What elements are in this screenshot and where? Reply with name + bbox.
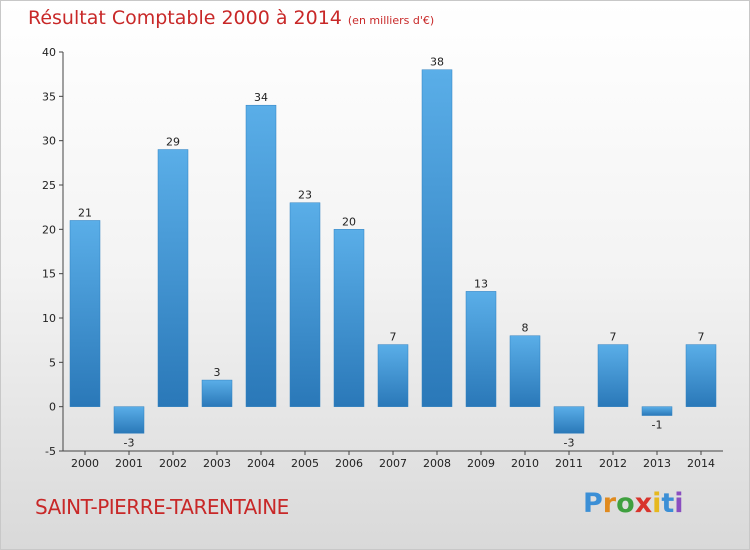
logo-letter: t (661, 488, 675, 519)
y-tick-label: 40 (42, 46, 56, 59)
value-label-2012: 7 (610, 331, 617, 344)
value-label-2010: 8 (522, 322, 529, 335)
x-tick-label: 2014 (687, 457, 715, 470)
proxiti-logo: Proxiti (583, 488, 684, 519)
bar-2001 (113, 406, 145, 434)
x-tick-label: 2010 (511, 457, 539, 470)
bar-2012 (597, 344, 629, 407)
logo-letter: i (674, 488, 684, 519)
y-tick-label: 30 (42, 135, 56, 148)
value-label-2000: 21 (78, 206, 92, 219)
y-tick-label: 20 (42, 223, 56, 236)
value-label-2014: 7 (698, 331, 705, 344)
x-tick-label: 2006 (335, 457, 363, 470)
value-label-2008: 38 (430, 56, 444, 69)
value-labels: 21 -3 29 3 34 23 20 7 38 13 8 -3 7 -1 7 (78, 56, 705, 450)
value-label-2007: 7 (390, 331, 397, 344)
bar-2005 (289, 202, 321, 407)
logo-letter: i (652, 488, 662, 519)
x-tick-label: 2004 (247, 457, 275, 470)
value-label-2009: 13 (474, 277, 488, 290)
bar-2006 (333, 229, 365, 407)
x-tick-label: 2003 (203, 457, 231, 470)
value-label-2003: 3 (214, 366, 221, 379)
bar-2007 (377, 344, 409, 407)
commune-name: SAINT-PIERRE-TARENTAINE (35, 495, 289, 519)
value-label-2002: 29 (166, 136, 180, 149)
value-label-2005: 23 (298, 189, 312, 202)
logo-letter: P (583, 488, 603, 519)
bar-2002 (157, 149, 189, 407)
y-tick-label: 15 (42, 268, 56, 281)
bar-2013 (641, 406, 673, 416)
bar-2000 (69, 220, 101, 407)
value-label-2013: -1 (652, 419, 663, 432)
x-tick-label: 2013 (643, 457, 671, 470)
y-tick-label: 25 (42, 179, 56, 192)
value-label-2001: -3 (124, 436, 135, 449)
x-tick-label: 2001 (115, 457, 143, 470)
x-tick-label: 2008 (423, 457, 451, 470)
y-tick-label: 5 (49, 356, 56, 369)
y-tick-label: 10 (42, 312, 56, 325)
bar-2010 (509, 335, 541, 407)
logo-letter: o (616, 488, 635, 519)
chart-title: Résultat Comptable 2000 à 2014 (en millie… (28, 7, 434, 29)
bar-2014 (685, 344, 717, 407)
bar-2011 (553, 406, 585, 434)
logo-letter: x (634, 488, 653, 519)
bars (69, 69, 717, 434)
bar-2009 (465, 291, 497, 407)
y-tick-label: 35 (42, 90, 56, 103)
x-tick-label: 2009 (467, 457, 495, 470)
x-tick-label: 2012 (599, 457, 627, 470)
logo-letter: r (602, 488, 617, 519)
bar-2003 (201, 379, 233, 407)
x-tick-label: 2005 (291, 457, 319, 470)
value-label-2006: 20 (342, 215, 356, 228)
bar-2008 (421, 69, 453, 407)
y-tick-label: 0 (49, 401, 56, 414)
x-tick-label: 2000 (71, 457, 99, 470)
value-label-2004: 34 (254, 91, 268, 104)
y-tick-label: -5 (45, 445, 56, 458)
x-tick-label: 2007 (379, 457, 407, 470)
chart-title-text: Résultat Comptable 2000 à 2014 (28, 7, 342, 29)
x-tick-label: 2011 (555, 457, 583, 470)
axes: -5 0 5 10 15 20 25 30 35 40 2000 2001 2002 2003 2004 20… (42, 46, 723, 470)
chart-unit: (en milliers d'€) (347, 14, 435, 27)
bar-2004 (245, 104, 277, 407)
x-tick-label: 2002 (159, 457, 187, 470)
value-label-2011: -3 (564, 436, 575, 449)
